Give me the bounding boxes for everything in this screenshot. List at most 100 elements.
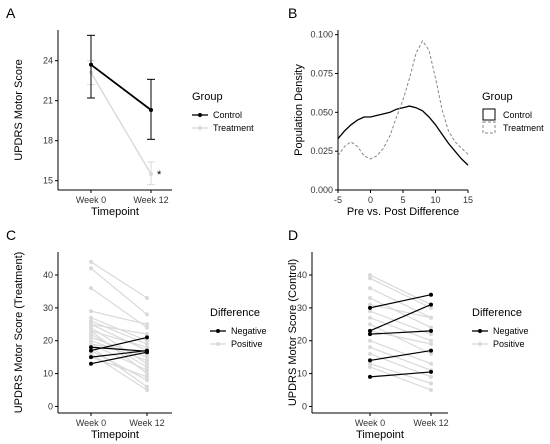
pair-line-negative [90,349,148,358]
data-point [429,328,433,333]
pair-line-positive [369,346,432,371]
data-point [368,273,372,277]
data-point [89,309,93,314]
legend-key-point [216,342,220,346]
pair-line-negative [369,330,432,335]
data-point [368,351,372,356]
data-point [145,338,149,343]
legend-entry: Negative [493,326,529,336]
series-control [87,34,155,140]
data-point [368,345,372,350]
data-point [368,309,372,314]
pair-line-negative [90,346,148,352]
pair-line-positive [90,340,148,361]
pair-line-negative [90,351,148,365]
y-tick-label: 0 [48,401,53,411]
data-point [429,351,433,356]
y-tick-label: 0.100 [310,30,333,40]
pair-line-positive [90,310,148,325]
y-tick-label: 40 [297,270,307,280]
data-point [145,358,149,363]
pair-line-positive [90,267,148,315]
data-point [89,62,93,67]
data-point [368,361,372,366]
data-point [89,328,93,333]
pair-line-negative [369,349,432,362]
pair-line-positive [90,330,148,348]
y-tick-label: 10 [297,369,307,379]
legend-key-point [198,113,202,117]
data-point [145,368,149,373]
pair-line-negative [369,294,432,309]
data-point [368,296,372,300]
data-point [145,378,149,383]
x-tick-label: 10 [430,195,440,205]
pair-line-positive [369,297,432,329]
data-point [368,358,372,363]
y-tick-label: 40 [43,270,53,280]
data-point [429,315,433,320]
density-curve-control [337,105,469,166]
legend-entry: Positive [231,339,263,349]
data-point [429,388,433,392]
pair-line-positive [369,274,432,306]
data-point [89,315,93,320]
data-point [89,342,93,346]
legend-entry: Treatment [213,123,254,133]
data-point [429,292,433,297]
x-tick-label: Week 12 [413,418,448,428]
legend: Difference Negative Positive [210,307,267,349]
panel-label: B [288,5,297,21]
data-point [368,328,372,333]
pair-line-positive [90,350,148,381]
data-point [89,259,93,264]
pair-line-positive [369,317,432,342]
data-point [145,342,149,346]
data-point [89,332,93,337]
significance-marker: * [157,169,162,181]
series-treatment [87,60,155,186]
data-point [368,305,372,310]
legend: Group Control Treatment [192,91,254,133]
y-tick-label: 20 [297,336,307,346]
data-point [145,332,149,337]
y-axis-label: UPDRS Motor Score (Treatment) [13,252,25,414]
data-point [89,322,93,327]
data-point [429,338,433,343]
pair-line-positive [90,323,148,352]
pair-line-positive [369,277,432,309]
data-point [368,332,372,337]
legend-entry: Control [503,110,532,120]
pair-line-positive [90,317,148,342]
pair-line-positive [90,261,148,299]
pair-line-positive [369,366,432,391]
data-point [149,172,153,176]
positive-pairs [89,259,149,392]
pair-line-negative [369,371,432,378]
data-point [89,335,93,340]
legend-entry: Negative [231,326,267,336]
pair-line-positive [369,303,432,319]
data-point [368,276,372,281]
y-tick-label: 21 [43,96,53,106]
x-tick-label: Week 0 [355,418,385,428]
data-point [145,371,149,376]
data-point [89,338,93,343]
data-point [368,286,372,291]
data-point [368,315,372,320]
legend-title: Difference [210,307,260,319]
data-point [429,369,433,374]
legend-title: Group [192,91,223,103]
pair-line-positive [369,340,432,365]
data-point [145,312,149,317]
y-tick-label: 0.050 [310,107,333,117]
data-point [368,374,372,379]
y-axis-label: Population Density [293,64,305,156]
data-point [429,348,433,353]
x-axis-label: Timepoint [91,206,139,218]
pair-line-negative [369,304,432,332]
pair-line-positive [369,323,432,355]
data-point [89,348,93,353]
legend-key-point [478,329,482,333]
